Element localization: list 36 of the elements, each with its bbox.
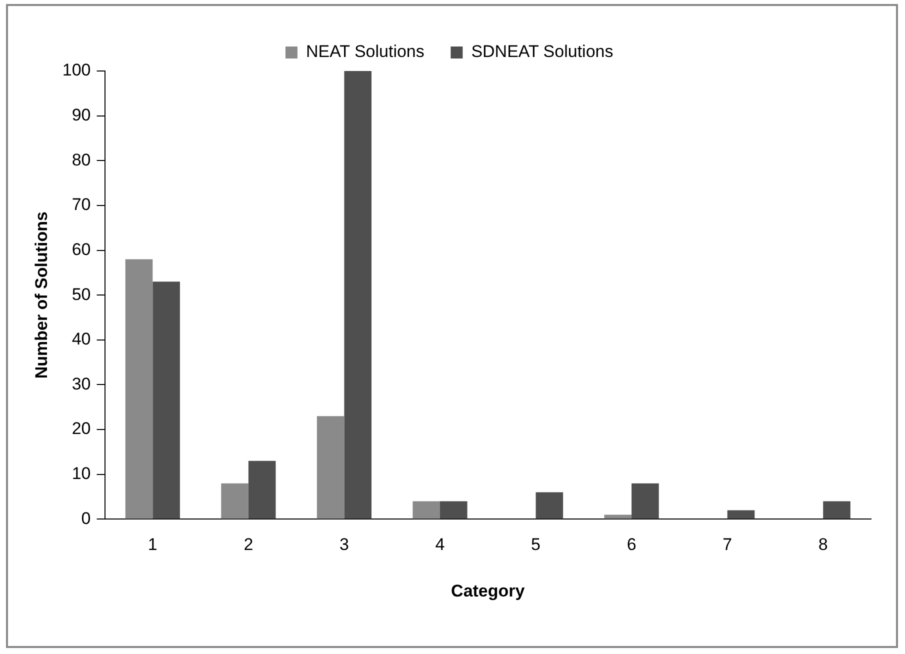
y-tick-label: 50 [72,284,91,304]
bar [152,282,180,519]
y-tick-label: 100 [62,60,91,80]
bar [221,483,248,519]
x-tick-label: 5 [531,535,541,554]
y-tick-label: 20 [72,419,91,438]
x-axis-title: Category [451,581,526,600]
bar [536,492,564,519]
x-tick-label: 8 [818,535,828,554]
y-tick-label: 60 [72,240,91,259]
y-tick-label: 70 [72,195,91,214]
y-tick-label: 0 [81,508,91,528]
bar [604,514,632,519]
y-tick-label: 40 [72,330,91,349]
bar [727,510,755,519]
bar [125,259,153,519]
legend-label: NEAT Solutions [306,42,424,62]
bar [440,501,468,519]
y-tick-label: 30 [72,374,91,394]
x-tick-label: 4 [435,535,445,554]
y-tick-label: 90 [72,106,91,125]
bar [344,71,372,519]
bar [316,416,344,519]
bar [632,483,659,519]
y-tick-label: 10 [72,464,91,484]
y-axis-title: Number of Solutions [32,212,51,379]
bar [412,501,440,519]
x-tick-label: 7 [722,535,732,554]
bar [823,501,850,519]
y-tick-label: 80 [72,150,91,170]
x-tick-label: 6 [626,535,636,554]
bar [248,460,276,519]
x-tick-label: 2 [244,535,254,554]
x-tick-label: 3 [339,535,349,554]
x-tick-label: 1 [148,535,158,554]
legend-label: SDNEAT Solutions [471,42,614,62]
